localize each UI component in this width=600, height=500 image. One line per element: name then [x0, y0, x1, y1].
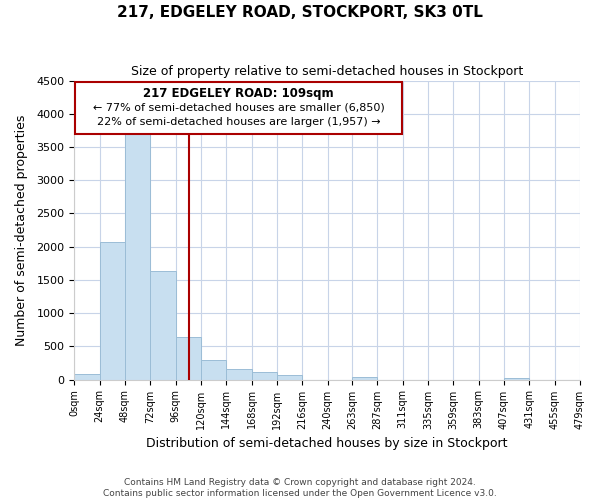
Bar — [201, 360, 226, 380]
Bar — [100, 242, 125, 380]
Bar — [150, 272, 176, 380]
Bar — [251, 372, 277, 380]
Y-axis label: Number of semi-detached properties: Number of semi-detached properties — [15, 114, 28, 346]
Text: ← 77% of semi-detached houses are smaller (6,850): ← 77% of semi-detached houses are smalle… — [92, 103, 384, 113]
Bar — [74, 374, 100, 380]
Bar — [277, 374, 302, 380]
Text: Contains HM Land Registry data © Crown copyright and database right 2024.
Contai: Contains HM Land Registry data © Crown c… — [103, 478, 497, 498]
Title: Size of property relative to semi-detached houses in Stockport: Size of property relative to semi-detach… — [131, 65, 523, 78]
Bar — [226, 370, 251, 380]
Bar — [504, 378, 529, 380]
Text: 22% of semi-detached houses are larger (1,957) →: 22% of semi-detached houses are larger (… — [97, 118, 380, 128]
Text: 217, EDGELEY ROAD, STOCKPORT, SK3 0TL: 217, EDGELEY ROAD, STOCKPORT, SK3 0TL — [117, 5, 483, 20]
Bar — [176, 338, 201, 380]
Text: 217 EDGELEY ROAD: 109sqm: 217 EDGELEY ROAD: 109sqm — [143, 87, 334, 100]
FancyBboxPatch shape — [75, 82, 401, 134]
X-axis label: Distribution of semi-detached houses by size in Stockport: Distribution of semi-detached houses by … — [146, 437, 508, 450]
Bar — [352, 377, 377, 380]
Bar — [125, 131, 150, 380]
